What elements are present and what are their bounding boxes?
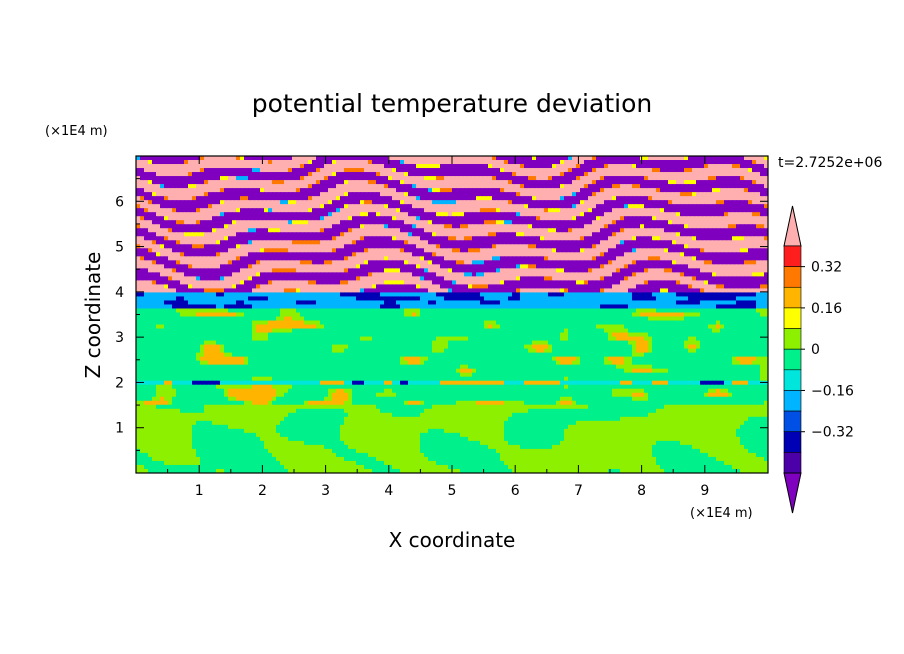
x-tick-label: 4 — [384, 483, 393, 499]
x-tick-label: 2 — [258, 483, 267, 499]
y-tick-label: 4 — [115, 285, 124, 301]
x-tick-label: 1 — [195, 483, 204, 499]
time-label: t=2.7252e+06 — [778, 155, 882, 171]
y-tick-label: 2 — [115, 375, 124, 391]
colorbar-extend-min — [783, 472, 802, 514]
colorbar-box — [783, 286, 802, 309]
colorbar-box — [783, 307, 802, 329]
chart-title: potential temperature deviation — [252, 89, 652, 118]
colorbar-box — [783, 410, 802, 433]
colorbar-tick-label: 0.16 — [811, 301, 842, 317]
x-tick-label: 9 — [700, 483, 709, 499]
colorbar-box — [783, 369, 802, 391]
colorbar-box — [783, 245, 802, 267]
colorbar-box — [783, 452, 802, 474]
colorbar-box — [783, 348, 802, 371]
x-tick-label: 5 — [448, 483, 457, 499]
x-axis-label: X coordinate — [389, 528, 516, 552]
y-tick-label: 5 — [115, 240, 124, 256]
x-tick-label: 7 — [574, 483, 583, 499]
colorbar: 0.32 0.16 0 −0.16 −0.32 — [783, 205, 854, 514]
colorbar-tick-label: −0.16 — [811, 383, 854, 399]
y-tick-label: 1 — [115, 421, 124, 437]
colorbar-tick-label: −0.32 — [811, 425, 854, 441]
colorbar-extend-max — [783, 205, 802, 247]
y-tick-label: 6 — [115, 194, 124, 210]
colorbar-tick-label: 0.32 — [811, 260, 842, 276]
x-axis: 1 2 3 4 5 6 7 8 9 — [167, 156, 737, 499]
colorbar-box — [783, 431, 802, 453]
contour-field — [136, 156, 768, 473]
y-axis-unit: (×1E4 m) — [45, 124, 108, 139]
y-tick-label: 3 — [115, 330, 124, 346]
x-tick-label: 8 — [637, 483, 646, 499]
colorbar-tick-label: 0 — [811, 342, 820, 358]
x-tick-label: 3 — [321, 483, 330, 499]
y-axis-label: Z coordinate — [81, 252, 105, 379]
y-axis: 1 2 3 4 5 6 — [115, 178, 768, 451]
x-axis-unit: (×1E4 m) — [690, 506, 753, 521]
x-tick-label: 6 — [511, 483, 520, 499]
colorbar-box — [783, 390, 802, 412]
colorbar-box — [783, 328, 802, 350]
colorbar-box — [783, 266, 802, 288]
